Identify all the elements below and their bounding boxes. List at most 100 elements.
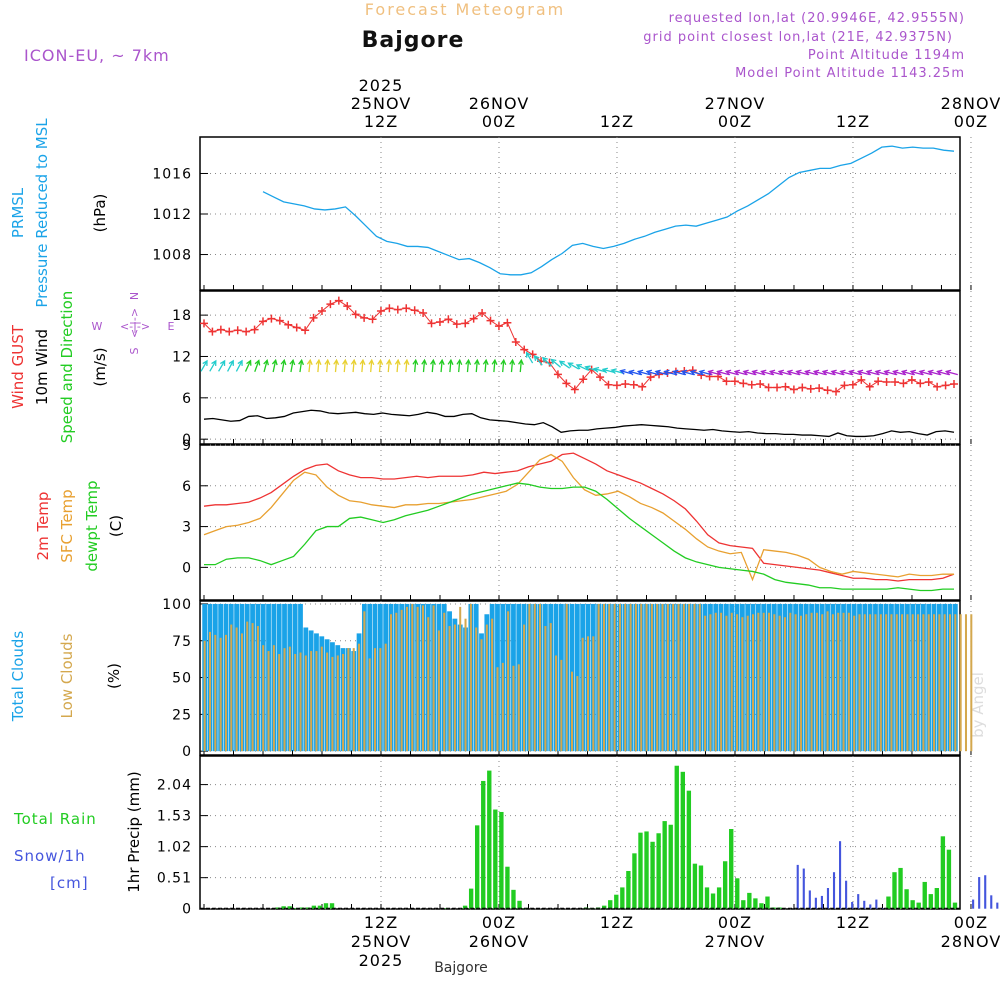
precip-bar — [820, 895, 823, 909]
panel-temperature: 0 3 6 9 2m Temp SFC Temp dewpt Temp (C) — [34, 438, 972, 601]
clouds-ytick-label: 50 — [172, 671, 192, 687]
wind-arrow-head — [663, 369, 670, 376]
wind-arrow-head — [456, 358, 463, 365]
gust-marker — [376, 306, 385, 315]
precip-bar — [814, 897, 817, 909]
wind-arrow — [919, 370, 932, 376]
precip-bar — [275, 907, 280, 909]
bottom-time-label: 12Z — [836, 913, 870, 932]
precip-bar — [704, 887, 710, 909]
wind-arrow — [946, 370, 958, 376]
wind-arrow — [937, 370, 950, 376]
wind-arrow — [405, 360, 408, 373]
precip-ylabel-2: Snow/1h — [14, 847, 86, 865]
precip-bar — [946, 849, 952, 909]
clouds-bar — [374, 648, 377, 752]
wind-arrow-head — [883, 369, 890, 376]
info-line-4: Model Point Altitude 1143.25m — [735, 66, 965, 81]
clouds-bar — [863, 614, 866, 752]
wind-arrow-head — [306, 358, 313, 366]
bottom-time-label: 00Z — [482, 913, 516, 932]
precip-bar — [608, 900, 613, 909]
temperature-grid — [200, 444, 972, 600]
clouds-bar — [416, 606, 419, 752]
precip-bar — [680, 771, 685, 909]
wind-arrow — [422, 360, 426, 373]
precip-ytick-label: 2.04 — [157, 778, 192, 794]
clouds-bar — [927, 614, 930, 752]
wind-arrow — [840, 370, 853, 376]
wind-arrow-head — [509, 358, 516, 365]
wind-arrow-head — [394, 358, 401, 365]
wind-ytick-label: 18 — [172, 308, 192, 324]
clouds-bar — [688, 603, 691, 752]
gust-marker — [511, 338, 520, 346]
clouds-bar — [933, 614, 936, 752]
clouds-bar — [704, 615, 707, 752]
wind-unit-label: (m/s) — [91, 347, 109, 386]
wind-arrow-head — [237, 359, 243, 366]
gust-marker — [452, 320, 461, 329]
clouds-bar — [405, 606, 408, 752]
precip-bar — [716, 887, 722, 909]
wind-arrow-head — [874, 369, 881, 376]
wind-arrow — [910, 370, 923, 376]
precip-bar — [493, 809, 498, 909]
panels: 1008 1012 1016 PRMSL Pressure Reduced to MSL… — [9, 118, 999, 918]
clouds-bar — [240, 633, 243, 752]
clouds-bar — [214, 634, 217, 752]
clouds-bar — [224, 634, 227, 752]
precip-bar — [644, 831, 649, 909]
wind-arrow — [263, 360, 268, 373]
clouds-bar — [315, 651, 318, 752]
precip-bar — [620, 887, 625, 909]
precip-bar — [916, 902, 921, 909]
bottom-time-label: 2025 — [359, 951, 404, 970]
clouds-bar — [272, 645, 275, 752]
gust-marker — [722, 377, 731, 386]
clouds-bar — [901, 614, 904, 752]
top-time-label: 26NOV — [469, 94, 530, 113]
precip-bar — [686, 790, 692, 909]
top-time-label: 00Z — [482, 112, 516, 131]
temperature-ylabel-3: dewpt Temp — [83, 480, 101, 571]
wind-arrow-head — [211, 359, 217, 366]
gust-marker — [301, 326, 310, 335]
bottom-time-label: 28NOV — [941, 932, 1000, 951]
clouds-bar — [906, 614, 909, 752]
precip-bar — [299, 907, 304, 909]
gust-marker — [570, 385, 579, 394]
wind-arrow — [576, 364, 589, 371]
precip-bar — [632, 853, 637, 909]
wind-arrow-head — [742, 369, 749, 376]
precip-bar — [741, 900, 746, 909]
wind-ytick-label: 0 — [182, 432, 192, 448]
clouds-bar — [491, 618, 494, 752]
clouds-bar — [821, 614, 824, 752]
wind-arrow-head — [289, 358, 296, 366]
gust-marker — [916, 379, 925, 388]
bottom-time-label: 27NOV — [705, 932, 766, 951]
clouds-bar — [512, 665, 515, 752]
clouds-bar — [773, 614, 776, 752]
pressure-ylabel-2: Pressure Reduced to MSL — [33, 118, 51, 308]
pressure-ytick-label: 1016 — [152, 166, 192, 182]
clouds-bar — [528, 603, 531, 752]
clouds-bar — [714, 612, 717, 752]
clouds-bar — [262, 645, 265, 752]
wind-arrow — [317, 360, 320, 373]
clouds-bar — [741, 617, 744, 752]
clouds-bar — [517, 664, 520, 752]
wind-arrow — [761, 370, 774, 376]
wind-arrow — [902, 370, 914, 376]
precip-bar — [881, 908, 884, 909]
clouds-bar — [618, 603, 621, 752]
model-label: ICON-EU, ~ 7km — [24, 46, 170, 65]
gust-marker — [225, 327, 234, 336]
wind-arrow — [200, 360, 208, 372]
wind-arrow-head — [491, 358, 498, 365]
credit-watermark: by Angel — [969, 672, 987, 738]
wind-arrow — [884, 370, 897, 376]
wind-arrow-head — [359, 358, 366, 365]
clouds-bar — [799, 615, 802, 752]
